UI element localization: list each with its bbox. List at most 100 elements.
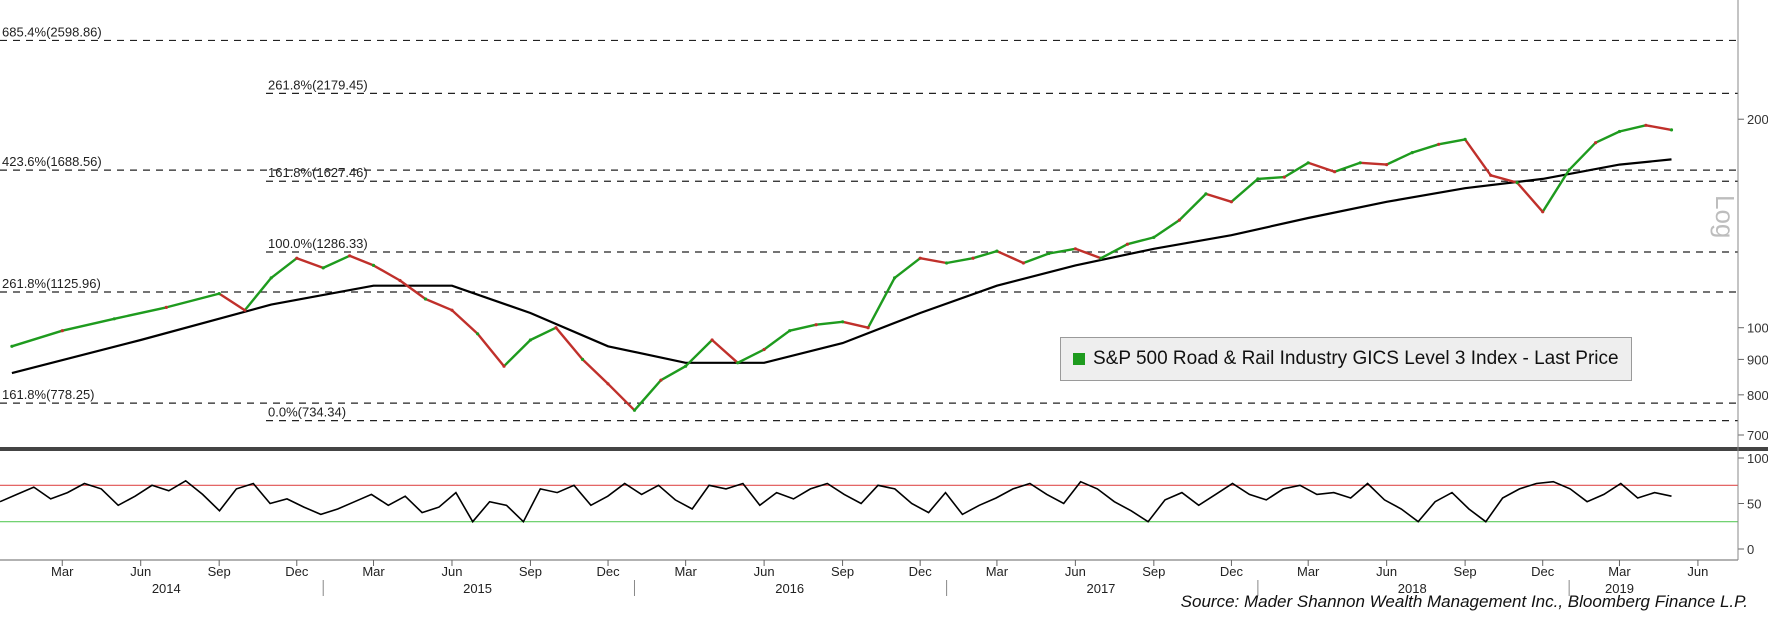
price-segment [372,264,401,282]
price-point [1047,251,1051,256]
price-segment [789,323,817,332]
price-segment [62,317,115,332]
price-segment [607,382,636,412]
price-point [1463,137,1467,141]
x-tick-label: Mar [51,564,74,579]
price-point [1099,256,1103,260]
price-segment [867,277,896,329]
price-segment [296,257,324,270]
price-segment [1516,181,1544,213]
x-tick-label: Mar [674,564,697,579]
fib-level-label: 0.0%(734.34) [268,405,346,420]
price-point [632,408,637,412]
price-point [1306,161,1310,165]
price-point [217,292,221,296]
price-segment [1283,161,1309,179]
price-point [423,297,428,301]
price-point [659,378,663,382]
x-tick-label: Sep [519,564,542,579]
price-point [1125,242,1129,246]
price-segment [972,249,998,260]
price-point [945,261,949,265]
legend: S&P 500 Road & Rail Industry GICS Level … [1060,337,1632,381]
x-tick-label: Jun [130,564,151,579]
price-segment [243,277,273,311]
price-point [321,266,325,270]
price-point [1644,123,1648,127]
price-segment [218,292,246,312]
fib-level-label: 423.6%(1688.56) [2,154,102,169]
price-segment [1022,252,1050,265]
price-point [398,278,402,283]
price-segment [1541,169,1571,213]
price-segment [711,339,739,364]
x-tick-label: Jun [754,564,775,579]
price-segment [1360,161,1387,166]
x-tick-label: Sep [1454,564,1477,579]
price-point [295,256,299,260]
price-segment [349,254,374,267]
x-tick-label: Sep [831,564,854,579]
price-segment [1178,193,1207,221]
price-point [918,256,922,260]
y-tick-label: 900 [1747,352,1768,367]
price-point [1152,235,1156,239]
price-point [554,326,558,330]
price-segment [503,339,532,368]
price-point [502,364,506,368]
price-segment [893,257,921,279]
price-point [1567,168,1571,172]
fib-level-label: 261.8%(1125.96) [2,276,101,291]
x-tick-label: Jun [1376,564,1397,579]
price-point [269,276,273,280]
x-tick-label: Sep [208,564,231,579]
price-point [841,320,845,324]
price-segment [1386,151,1413,166]
price-segment [476,333,505,367]
price-segment [1645,124,1672,132]
y-tick-label: 2000 [1747,112,1768,127]
price-point [1177,218,1181,222]
price-segment [1100,243,1128,260]
price-point [1410,151,1414,155]
x-tick-label: Dec [1531,564,1555,579]
price-point [710,338,714,342]
price-point [1282,175,1286,179]
price-point [476,332,480,336]
x-tick-label: Sep [1142,564,1165,579]
price-point [60,329,64,333]
price-point [164,305,168,309]
price-segment [529,326,557,342]
price-point [995,249,999,253]
price-segment [425,297,453,312]
price-segment [581,358,609,385]
x-year-label: 2017 [1086,581,1115,596]
price-segment [946,257,974,265]
price-point [1358,161,1362,165]
price-point [762,347,766,352]
price-point [243,308,247,312]
x-tick-label: Dec [285,564,309,579]
x-year-label: 2018 [1398,581,1427,596]
price-segment [1490,174,1518,184]
x-tick-label: Mar [986,564,1009,579]
price-segment [555,326,584,361]
price-segment [842,320,869,329]
price-segment [270,257,298,279]
x-year-label: 2015 [463,581,492,596]
source-note: Source: Mader Shannon Wealth Management … [1180,592,1748,611]
fib-level-label: 685.4%(2598.86) [2,24,102,39]
price-segment [322,254,351,269]
price-segment [1257,175,1285,181]
price-segment [1438,138,1466,146]
price-segment [11,329,63,348]
price-segment [1568,141,1597,171]
price-point [1541,210,1545,214]
fib-level-label: 161.8%(1627.46) [268,165,368,180]
price-point [371,263,376,267]
fib-level-label: 261.8%(2179.45) [268,77,368,92]
price-point [580,357,585,361]
price-point [1256,177,1260,181]
fib-level-label: 161.8%(778.25) [2,387,95,402]
legend-label: S&P 500 Road & Rail Industry GICS Level … [1093,348,1619,369]
